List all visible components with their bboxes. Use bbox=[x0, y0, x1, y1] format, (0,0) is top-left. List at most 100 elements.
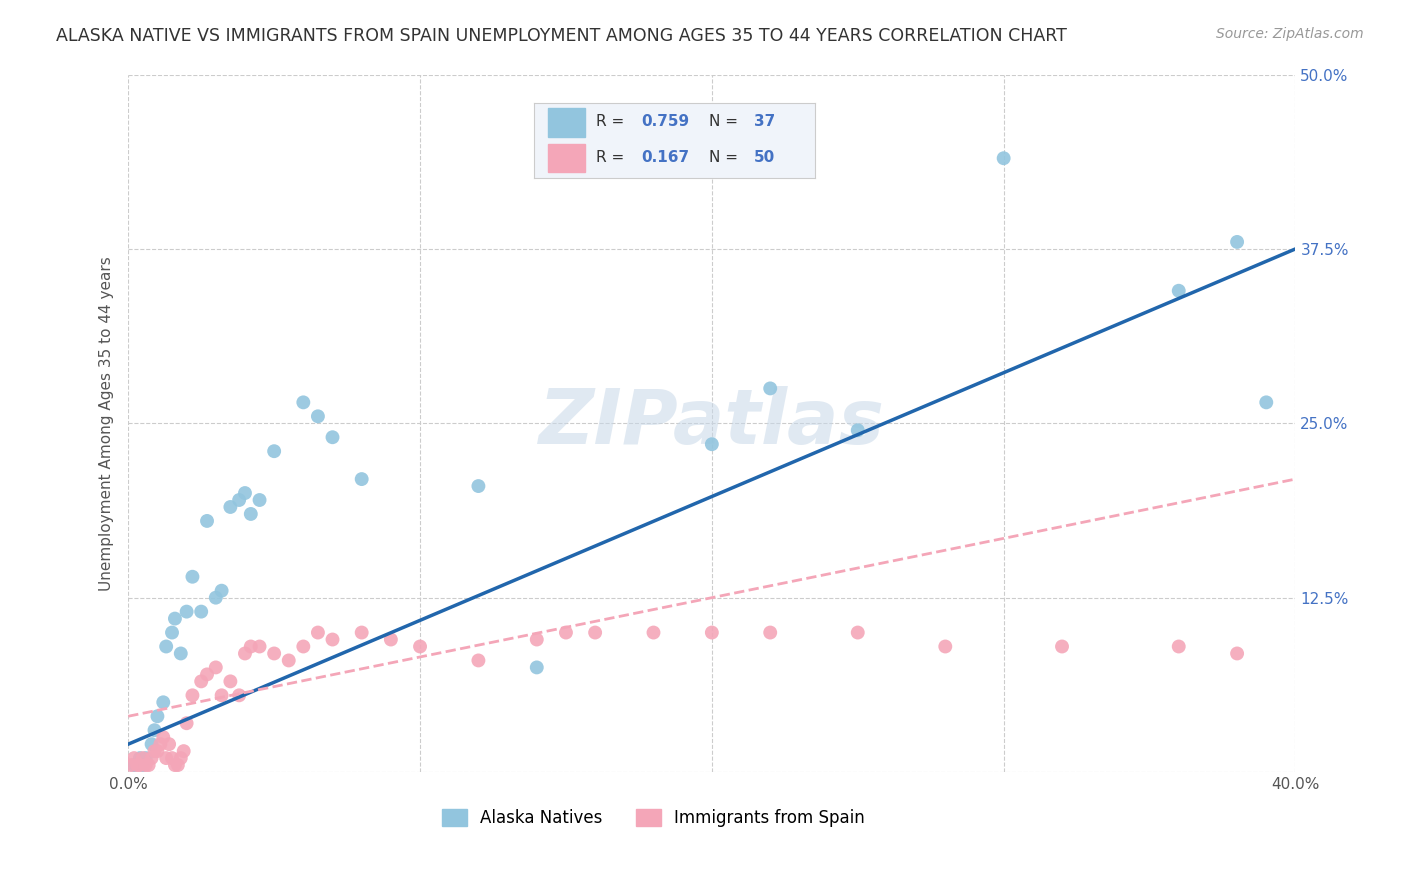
Point bbox=[263, 647, 285, 661]
Text: 50: 50 bbox=[754, 151, 775, 165]
Point bbox=[350, 625, 373, 640]
Point bbox=[211, 583, 233, 598]
Point bbox=[1256, 395, 1278, 409]
Point bbox=[152, 730, 174, 744]
Point bbox=[263, 444, 285, 458]
Point bbox=[129, 758, 152, 772]
Point bbox=[122, 758, 145, 772]
Point bbox=[143, 723, 166, 738]
Text: 37: 37 bbox=[754, 114, 775, 129]
Text: R =: R = bbox=[596, 151, 630, 165]
Point bbox=[307, 625, 329, 640]
Point bbox=[152, 695, 174, 709]
Point bbox=[228, 689, 250, 703]
Point bbox=[1226, 235, 1249, 249]
Point bbox=[759, 625, 782, 640]
Point bbox=[163, 611, 186, 625]
Point bbox=[155, 640, 177, 654]
Point bbox=[146, 744, 169, 758]
Text: ALASKA NATIVE VS IMMIGRANTS FROM SPAIN UNEMPLOYMENT AMONG AGES 35 TO 44 YEARS CO: ALASKA NATIVE VS IMMIGRANTS FROM SPAIN U… bbox=[56, 27, 1067, 45]
Point bbox=[700, 625, 723, 640]
Point bbox=[170, 751, 193, 765]
Text: ZIPatlas: ZIPatlas bbox=[538, 386, 884, 460]
Point bbox=[321, 430, 343, 444]
Point bbox=[132, 758, 155, 772]
Point bbox=[195, 514, 218, 528]
Point bbox=[135, 751, 157, 765]
Point bbox=[190, 674, 212, 689]
Text: Source: ZipAtlas.com: Source: ZipAtlas.com bbox=[1216, 27, 1364, 41]
Point bbox=[643, 625, 665, 640]
Point bbox=[219, 500, 242, 514]
Point bbox=[228, 493, 250, 508]
Text: R =: R = bbox=[596, 114, 630, 129]
Legend: Alaska Natives, Immigrants from Spain: Alaska Natives, Immigrants from Spain bbox=[436, 802, 872, 833]
Point bbox=[122, 751, 145, 765]
Point bbox=[249, 640, 271, 654]
Point bbox=[204, 591, 226, 605]
Point bbox=[173, 744, 195, 758]
Text: 0.759: 0.759 bbox=[641, 114, 689, 129]
Point bbox=[176, 605, 198, 619]
Point bbox=[129, 751, 152, 765]
Point bbox=[211, 689, 233, 703]
Point bbox=[219, 674, 242, 689]
Point bbox=[846, 625, 869, 640]
Bar bbox=[548, 108, 585, 136]
Point bbox=[120, 758, 142, 772]
Text: N =: N = bbox=[709, 114, 742, 129]
Point bbox=[380, 632, 402, 647]
Text: 0.167: 0.167 bbox=[641, 151, 689, 165]
Point bbox=[125, 758, 148, 772]
Point bbox=[277, 653, 299, 667]
Point bbox=[155, 751, 177, 765]
Point bbox=[160, 625, 183, 640]
Point bbox=[176, 716, 198, 731]
Point bbox=[555, 625, 578, 640]
Point bbox=[409, 640, 432, 654]
Point bbox=[170, 647, 193, 661]
Point bbox=[163, 758, 186, 772]
Point bbox=[526, 660, 548, 674]
Point bbox=[160, 751, 183, 765]
Point bbox=[467, 479, 489, 493]
Point bbox=[141, 737, 163, 751]
Point bbox=[759, 381, 782, 395]
Point bbox=[846, 423, 869, 437]
Point bbox=[157, 737, 180, 751]
Point bbox=[993, 151, 1015, 165]
Text: N =: N = bbox=[709, 151, 742, 165]
Point bbox=[166, 758, 188, 772]
Point bbox=[181, 570, 204, 584]
Point bbox=[239, 640, 262, 654]
Point bbox=[204, 660, 226, 674]
Bar bbox=[548, 144, 585, 172]
Point bbox=[1167, 640, 1189, 654]
Point bbox=[181, 689, 204, 703]
Point bbox=[1167, 284, 1189, 298]
Point bbox=[583, 625, 606, 640]
Point bbox=[1226, 647, 1249, 661]
Point bbox=[321, 632, 343, 647]
Point bbox=[526, 632, 548, 647]
Point bbox=[467, 653, 489, 667]
Point bbox=[292, 640, 315, 654]
Point bbox=[233, 647, 256, 661]
Point bbox=[141, 751, 163, 765]
Point bbox=[143, 744, 166, 758]
Point bbox=[292, 395, 315, 409]
Point bbox=[138, 758, 160, 772]
Point bbox=[307, 409, 329, 424]
Point bbox=[350, 472, 373, 486]
Point bbox=[1050, 640, 1073, 654]
Point bbox=[146, 709, 169, 723]
Point bbox=[190, 605, 212, 619]
Point bbox=[132, 751, 155, 765]
Point bbox=[239, 507, 262, 521]
Point bbox=[934, 640, 956, 654]
Y-axis label: Unemployment Among Ages 35 to 44 years: Unemployment Among Ages 35 to 44 years bbox=[100, 256, 114, 591]
Point bbox=[195, 667, 218, 681]
Point bbox=[249, 493, 271, 508]
Point bbox=[149, 737, 172, 751]
Point bbox=[700, 437, 723, 451]
